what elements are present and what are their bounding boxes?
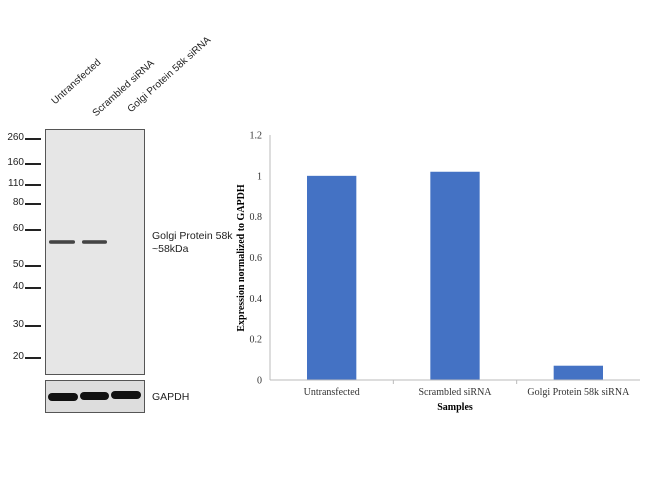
- band-label: Golgi Protein 58k: [152, 230, 233, 242]
- gapdh-band: [80, 392, 109, 400]
- mw-tick: [25, 163, 41, 165]
- y-axis-title: Expression normalized to GAPDH: [236, 184, 247, 332]
- mw-marker: 160: [7, 157, 24, 168]
- mw-marker: 80: [12, 197, 24, 208]
- bar: [307, 175, 357, 380]
- mw-tick: [25, 357, 41, 359]
- y-tick-label: 0.4: [250, 294, 263, 305]
- y-tick-label: 0: [257, 376, 262, 387]
- band-size-label: ~58kDa: [152, 243, 189, 255]
- gapdh-band: [111, 391, 141, 399]
- x-tick-label: Untransfected: [304, 387, 360, 398]
- mw-tick: [25, 229, 41, 231]
- mw-tick: [25, 138, 41, 140]
- mw-tick: [25, 265, 41, 267]
- mw-marker: 20: [12, 351, 24, 362]
- y-tick-label: 0.8: [250, 212, 263, 223]
- y-tick-label: 0.2: [250, 335, 263, 346]
- mw-marker: 110: [8, 178, 24, 189]
- mw-marker: 260: [7, 132, 24, 143]
- y-tick-label: 0.6: [250, 253, 263, 264]
- protein-band: [49, 240, 75, 244]
- x-tick-label: Scrambled siRNA: [418, 387, 492, 398]
- mw-tick: [25, 287, 41, 289]
- mw-marker: 30: [12, 319, 24, 330]
- mw-marker: 40: [12, 281, 24, 292]
- mw-marker: 60: [12, 223, 24, 234]
- bar: [553, 365, 603, 380]
- blot-membrane: [45, 129, 145, 375]
- protein-band: [82, 240, 107, 244]
- x-axis-title: Samples: [437, 402, 473, 413]
- gapdh-band: [48, 393, 78, 401]
- mw-marker: 50: [12, 259, 24, 270]
- x-tick-label: Golgi Protein 58k siRNA: [527, 387, 630, 398]
- mw-tick: [25, 203, 41, 205]
- bar: [430, 171, 480, 380]
- gapdh-membrane: [45, 380, 145, 413]
- y-tick-label: 1: [257, 171, 262, 182]
- mw-tick: [25, 184, 41, 186]
- loading-control-label: GAPDH: [152, 391, 190, 403]
- mw-tick: [25, 325, 41, 327]
- y-tick-label: 1.2: [250, 131, 263, 142]
